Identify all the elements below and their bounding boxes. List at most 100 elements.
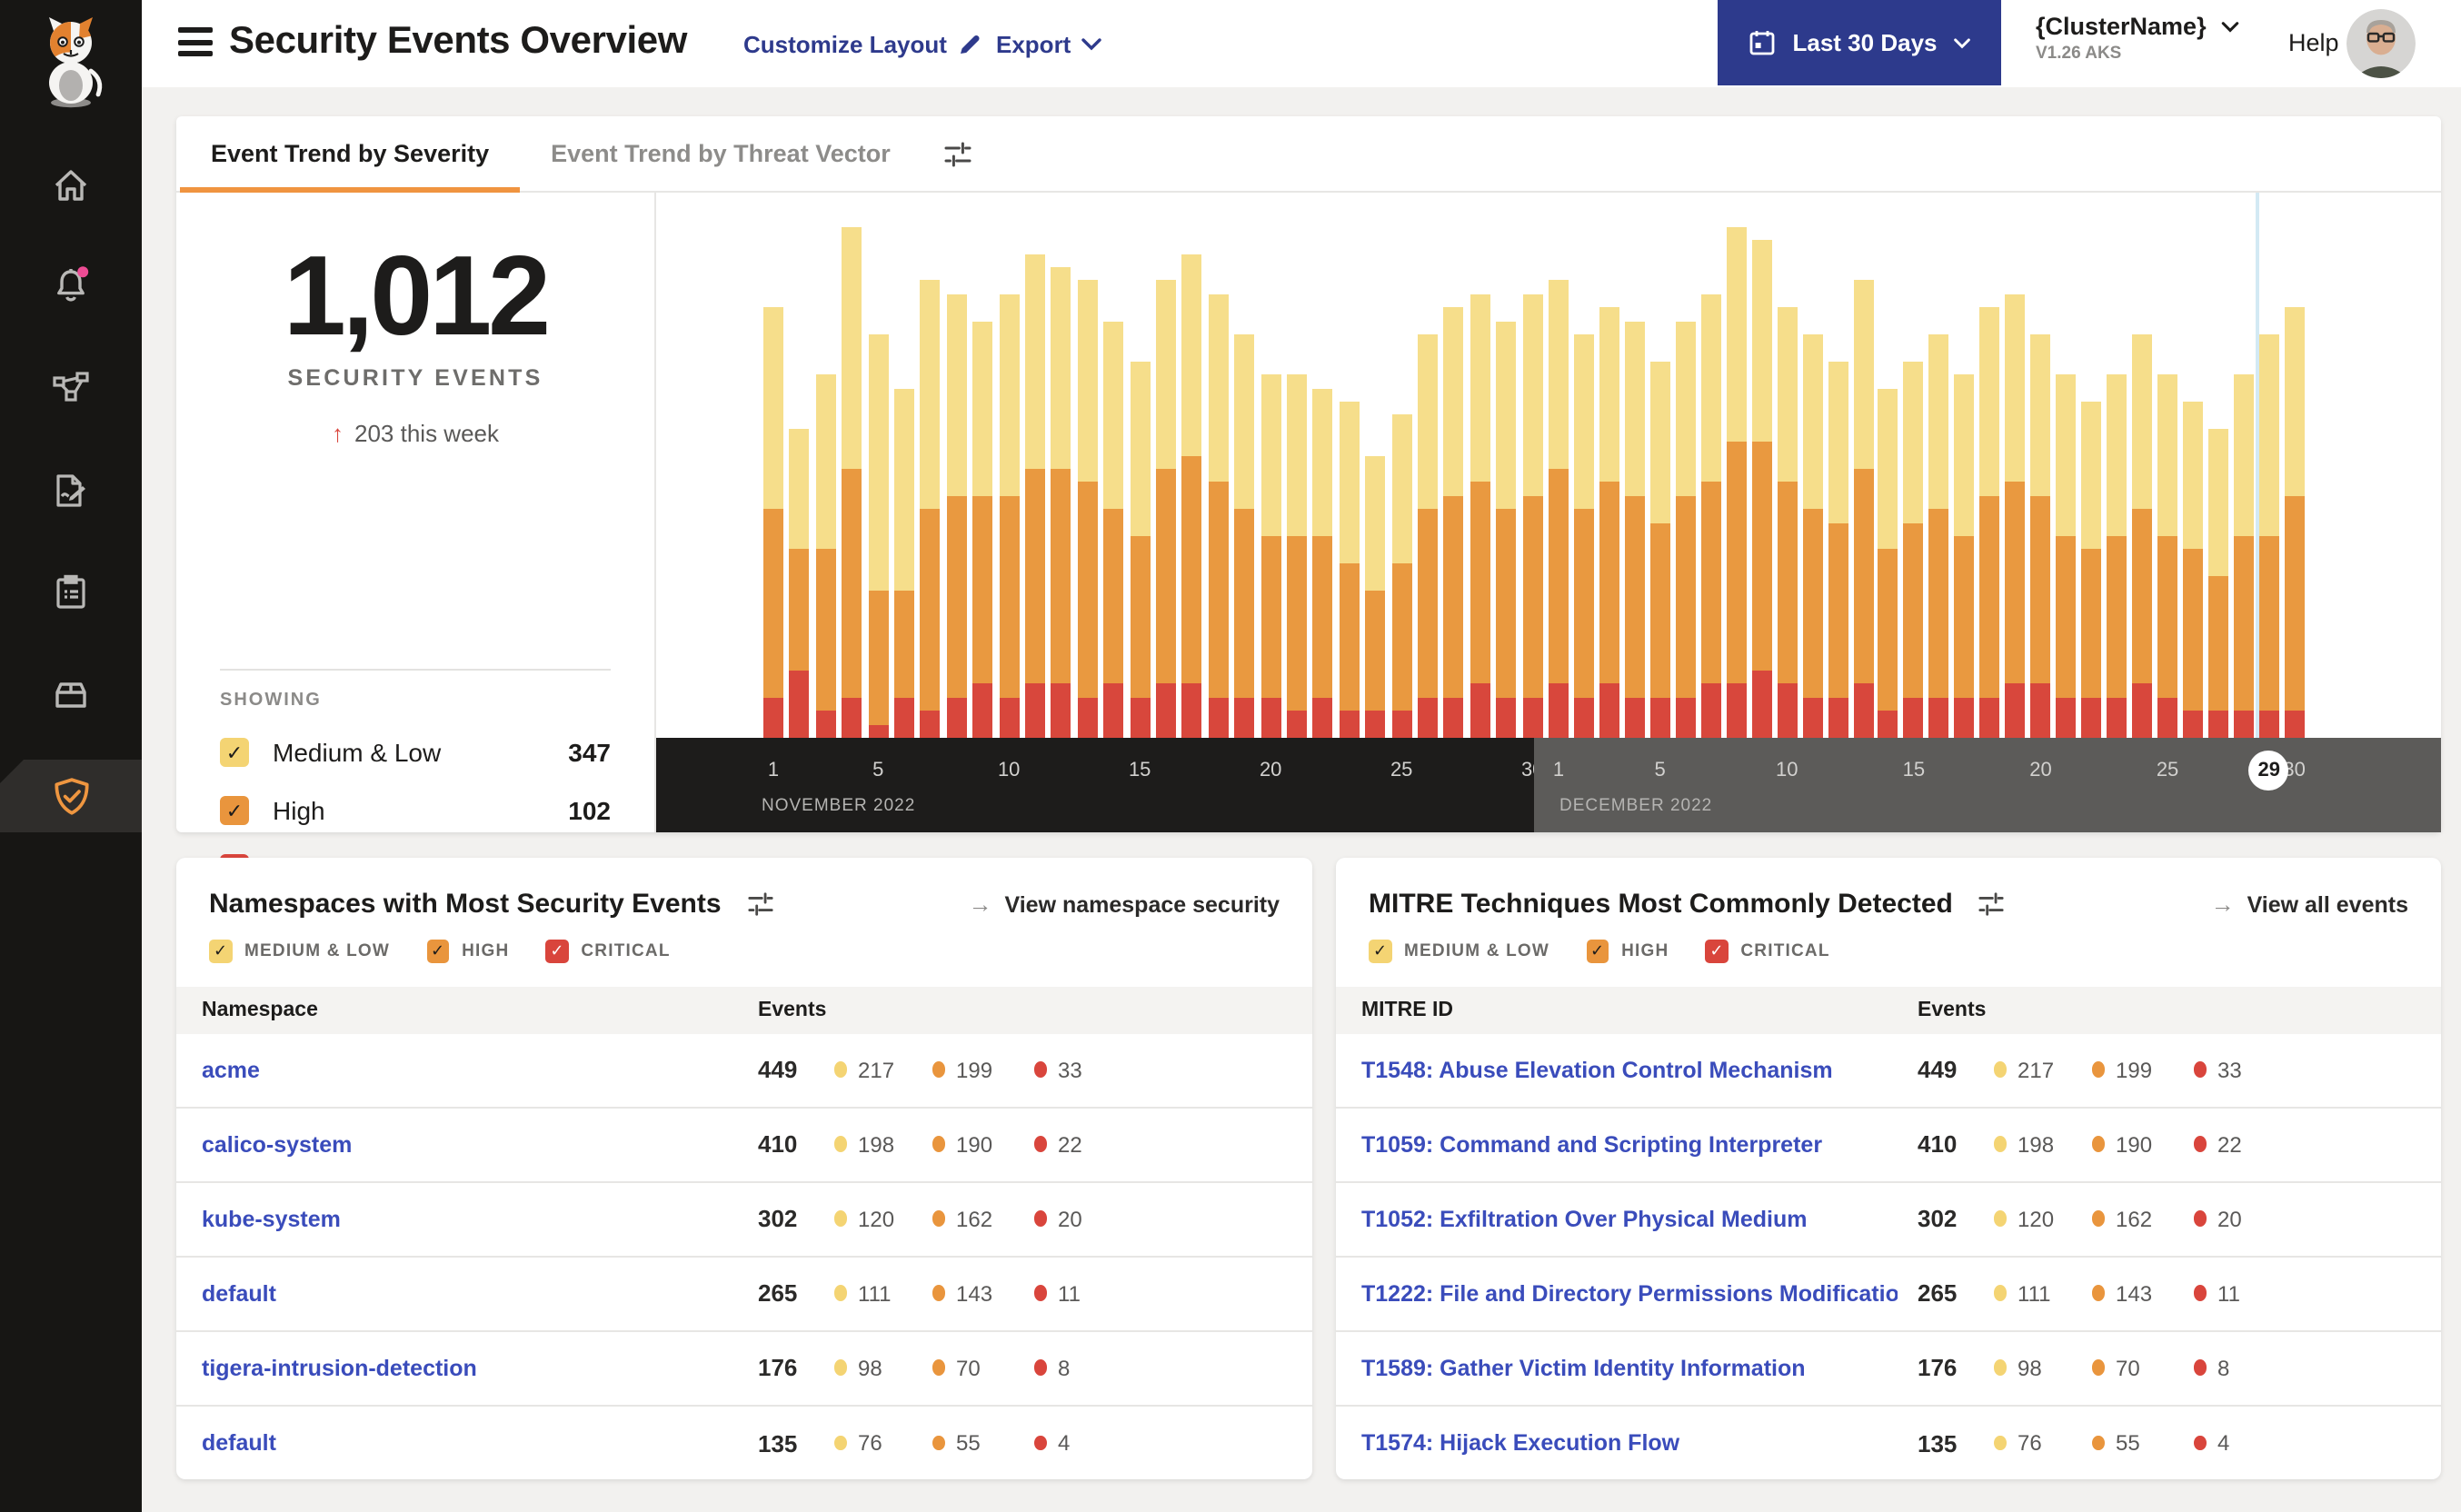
view-all-events-link[interactable]: → View all events bbox=[2210, 890, 2408, 918]
bar-november-3[interactable] bbox=[815, 374, 836, 738]
bar-december-9[interactable] bbox=[1751, 240, 1772, 738]
bar-december-19[interactable] bbox=[2005, 293, 2026, 738]
bar-december-18[interactable] bbox=[1979, 307, 2000, 738]
bar-november-6[interactable] bbox=[894, 388, 914, 738]
bar-december-20[interactable] bbox=[2030, 334, 2051, 738]
bar-november-4[interactable] bbox=[842, 226, 862, 738]
filter-chip-ml[interactable]: ✓ MEDIUM & LOW bbox=[209, 940, 390, 962]
checkbox-cr[interactable]: ✓ bbox=[1705, 940, 1729, 962]
mitre-settings-button[interactable] bbox=[1978, 890, 2006, 918]
cluster-selector[interactable]: {ClusterName} V1.26 AKS bbox=[2036, 13, 2239, 64]
severity-toggle-hi[interactable]: ✓ High 102 bbox=[220, 781, 611, 840]
bar-december-3[interactable] bbox=[1599, 307, 1619, 738]
view-namespace-security-link[interactable]: → View namespace security bbox=[968, 890, 1280, 918]
row-link[interactable]: T1589: Gather Victim Identity Informatio… bbox=[1361, 1355, 1806, 1380]
filter-chip-hi[interactable]: ✓ HIGH bbox=[426, 940, 509, 962]
row-link[interactable]: calico-system bbox=[202, 1131, 353, 1157]
customize-layout-button[interactable]: Customize Layout bbox=[743, 31, 981, 58]
bar-november-28[interactable] bbox=[1470, 293, 1490, 738]
bar-december-17[interactable] bbox=[1954, 374, 1975, 738]
row-link[interactable]: tigera-intrusion-detection bbox=[202, 1355, 477, 1380]
filter-chip-cr[interactable]: ✓ CRITICAL bbox=[545, 940, 670, 962]
sidebar-item-policies[interactable] bbox=[0, 454, 142, 527]
bar-december-12[interactable] bbox=[1828, 361, 1848, 738]
export-button[interactable]: Export bbox=[996, 31, 1102, 58]
hamburger-menu-icon[interactable] bbox=[178, 27, 213, 56]
bar-december-14[interactable] bbox=[1878, 388, 1898, 738]
bar-november-14[interactable] bbox=[1103, 321, 1124, 738]
bar-november-25[interactable] bbox=[1391, 414, 1412, 738]
bar-november-8[interactable] bbox=[946, 293, 967, 738]
bar-november-26[interactable] bbox=[1418, 334, 1438, 738]
date-range-button[interactable]: Last 30 Days bbox=[1718, 0, 2001, 85]
sidebar-item-home[interactable] bbox=[0, 149, 142, 222]
bar-december-8[interactable] bbox=[1726, 226, 1747, 738]
bar-november-1[interactable] bbox=[763, 307, 783, 738]
bar-november-9[interactable] bbox=[972, 321, 993, 738]
bar-november-22[interactable] bbox=[1312, 388, 1333, 738]
bar-december-5[interactable] bbox=[1649, 361, 1670, 738]
bar-november-27[interactable] bbox=[1443, 307, 1464, 738]
calico-cat-logo[interactable] bbox=[31, 15, 111, 118]
bar-november-24[interactable] bbox=[1365, 455, 1386, 738]
row-link[interactable]: T1548: Abuse Elevation Control Mechanism bbox=[1361, 1057, 1833, 1082]
bar-november-2[interactable] bbox=[789, 428, 810, 738]
bar-november-19[interactable] bbox=[1234, 334, 1255, 738]
checkbox-ml[interactable]: ✓ bbox=[1369, 940, 1391, 962]
chart-x-axis[interactable]: NOVEMBER 2022 1 5 10 15 20 25 30 DECEMBER 2022… bbox=[656, 738, 2441, 832]
bar-november-30[interactable] bbox=[1522, 293, 1543, 738]
bar-december-22[interactable] bbox=[2081, 402, 2102, 738]
severity-toggle-ml[interactable]: ✓ Medium & Low 347 bbox=[220, 723, 611, 781]
bar-december-24[interactable] bbox=[2132, 334, 2153, 738]
bar-november-12[interactable] bbox=[1051, 267, 1071, 738]
checkbox-hi[interactable]: ✓ bbox=[1586, 940, 1609, 962]
tab-event-trend-by-threat-vector[interactable]: Event Trend by Threat Vector bbox=[551, 140, 891, 167]
row-link[interactable]: kube-system bbox=[202, 1206, 341, 1231]
bar-december-13[interactable] bbox=[1853, 280, 1874, 738]
checkbox-ml[interactable]: ✓ bbox=[220, 738, 249, 767]
bar-december-1[interactable] bbox=[1549, 280, 1569, 738]
bar-november-15[interactable] bbox=[1130, 361, 1151, 738]
checkbox-hi[interactable]: ✓ bbox=[220, 796, 249, 825]
bar-december-11[interactable] bbox=[1802, 334, 1823, 738]
sidebar-item-service-graph[interactable] bbox=[0, 351, 142, 423]
filter-chip-cr[interactable]: ✓ CRITICAL bbox=[1705, 940, 1829, 962]
row-link[interactable]: acme bbox=[202, 1057, 260, 1082]
sidebar-item-alerts[interactable] bbox=[0, 249, 142, 322]
bar-november-21[interactable] bbox=[1287, 374, 1307, 738]
bar-november-16[interactable] bbox=[1156, 280, 1176, 738]
filter-chip-ml[interactable]: ✓ MEDIUM & LOW bbox=[1369, 940, 1549, 962]
row-link[interactable]: T1059: Command and Scripting Interpreter bbox=[1361, 1131, 1823, 1157]
bar-november-7[interactable] bbox=[920, 280, 941, 738]
user-avatar[interactable] bbox=[2346, 9, 2416, 78]
bar-december-25[interactable] bbox=[2157, 374, 2178, 738]
bar-november-20[interactable] bbox=[1260, 374, 1281, 738]
bar-december-30[interactable] bbox=[2284, 307, 2305, 738]
bar-november-18[interactable] bbox=[1208, 293, 1229, 738]
bar-december-6[interactable] bbox=[1675, 321, 1696, 738]
checkbox-ml[interactable]: ✓ bbox=[209, 940, 232, 962]
checkbox-hi[interactable]: ✓ bbox=[426, 940, 450, 962]
checkbox-cr[interactable]: ✓ bbox=[545, 940, 569, 962]
bar-november-29[interactable] bbox=[1496, 321, 1517, 738]
bar-december-28[interactable] bbox=[2233, 374, 2254, 738]
filter-chip-hi[interactable]: ✓ HIGH bbox=[1586, 940, 1669, 962]
row-link[interactable]: T1222: File and Directory Permissions Mo… bbox=[1361, 1280, 1898, 1306]
tab-event-trend-by-severity[interactable]: Event Trend by Severity bbox=[180, 116, 521, 193]
sidebar-item-compliance[interactable] bbox=[0, 556, 142, 629]
bar-december-16[interactable] bbox=[1928, 334, 1949, 738]
help-link[interactable]: Help bbox=[2288, 29, 2339, 56]
bar-november-23[interactable] bbox=[1339, 402, 1360, 738]
bar-december-26[interactable] bbox=[2183, 402, 2203, 738]
sidebar-item-threat-defense[interactable] bbox=[0, 760, 142, 832]
bar-december-2[interactable] bbox=[1573, 334, 1594, 738]
bar-november-10[interactable] bbox=[999, 293, 1020, 738]
row-link[interactable]: T1574: Hijack Execution Flow bbox=[1361, 1430, 1680, 1456]
bar-november-17[interactable] bbox=[1181, 254, 1202, 738]
bar-december-10[interactable] bbox=[1777, 307, 1798, 738]
row-link[interactable]: default bbox=[202, 1280, 276, 1306]
bar-december-29[interactable] bbox=[2258, 334, 2279, 738]
namespaces-settings-button[interactable] bbox=[747, 890, 774, 918]
trend-settings-button[interactable] bbox=[943, 116, 972, 191]
bar-december-7[interactable] bbox=[1700, 293, 1721, 738]
